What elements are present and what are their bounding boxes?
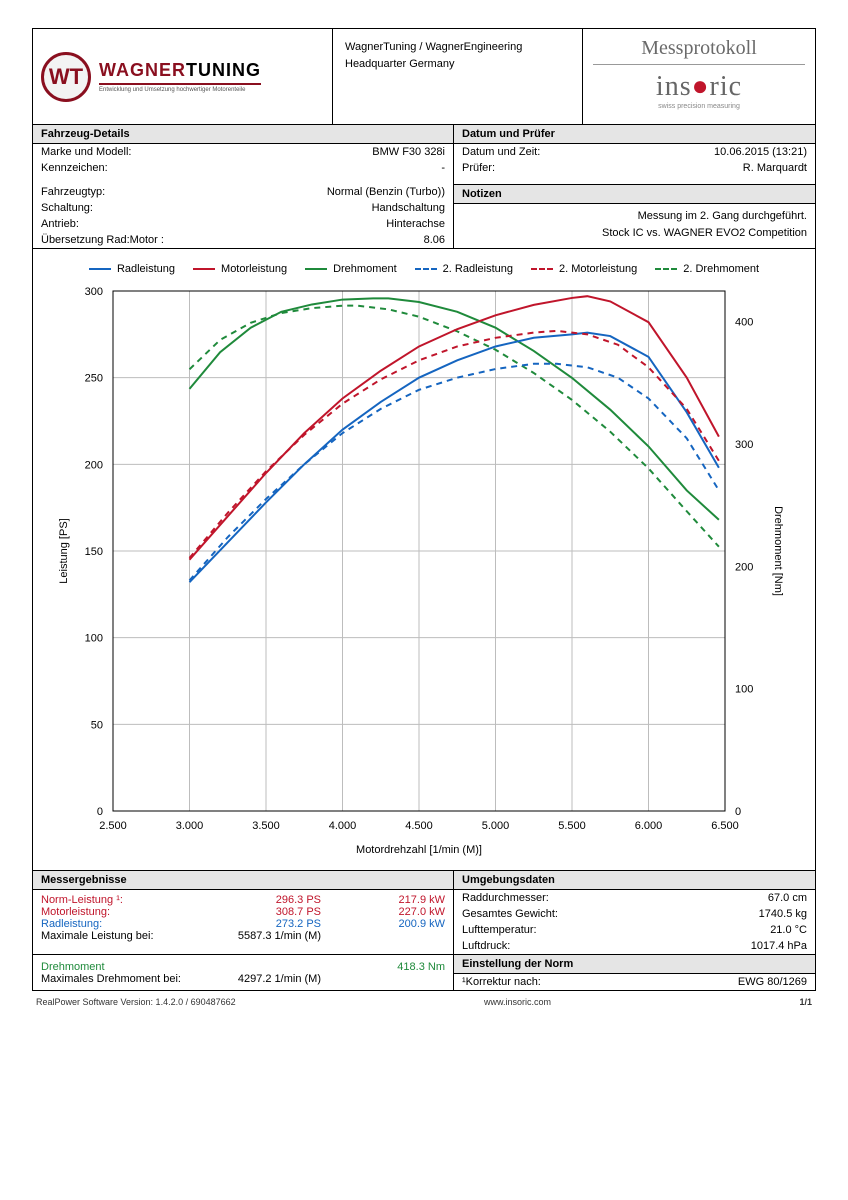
kv-row: Gesamtes Gewicht:1740.5 kg — [454, 906, 815, 922]
results-row-2: Drehmoment418.3 NmMaximales Drehmoment b… — [33, 955, 815, 990]
result-line: Maximale Leistung bei:5587.3 1/min (M) — [41, 930, 445, 942]
legend-item: Radleistung — [89, 263, 175, 275]
insoric-sub: swiss precision measuring — [593, 103, 805, 110]
kv-row: Fahrzeugtyp:Normal (Benzin (Turbo)) — [33, 184, 453, 200]
svg-text:400: 400 — [735, 317, 753, 329]
svg-text:250: 250 — [85, 373, 103, 385]
logo-text-2: TUNING — [186, 60, 261, 80]
svg-text:Motordrehzahl [1/min (M)]: Motordrehzahl [1/min (M)] — [356, 844, 482, 856]
legend-item: 2. Motorleistung — [531, 263, 637, 275]
fahrzeug-title: Fahrzeug-Details — [33, 125, 453, 144]
logo-subtitle: Entwicklung und Umsetzung hochwertiger M… — [99, 87, 261, 93]
kv-row: Schaltung:Handschaltung — [33, 200, 453, 216]
svg-text:300: 300 — [735, 439, 753, 451]
results-row: Messergebnisse Norm-Leistung ¹:296.3 PS2… — [33, 871, 815, 955]
notiz-1: Messung im 2. Gang durchgeführt. — [462, 208, 807, 225]
insoric-logo: ins●ric — [593, 71, 805, 103]
kv-row: Lufttemperatur:21.0 °C — [454, 922, 815, 938]
wagner-logo: WT WAGNERTUNING Entwicklung und Umsetzun… — [33, 29, 333, 124]
svg-text:50: 50 — [91, 719, 103, 731]
result-line: Maximales Drehmoment bei:4297.2 1/min (M… — [41, 973, 445, 985]
svg-text:Drehmoment [Nm]: Drehmoment [Nm] — [772, 506, 784, 596]
svg-text:200: 200 — [735, 561, 753, 573]
dyno-chart: 2.500 3.000 3.500 4.000 4.500 5.000 5.500 6.000… — [49, 281, 789, 861]
norm-row: ¹Korrektur nach: EWG 80/1269 — [454, 974, 815, 990]
notizen-title: Notizen — [454, 184, 815, 204]
legend-item: Drehmoment — [305, 263, 397, 275]
svg-text:2.500: 2.500 — [99, 820, 127, 832]
svg-text:150: 150 — [85, 546, 103, 558]
footer-right: 1/1 — [799, 997, 812, 1007]
footer-left: RealPower Software Version: 1.4.2.0 / 69… — [36, 997, 236, 1007]
logo-text-1: WAGNER — [99, 60, 186, 80]
notiz-2: Stock IC vs. WAGNER EVO2 Competition — [462, 225, 807, 242]
header-right: Messprotokoll ins●ric swiss precision me… — [583, 29, 815, 124]
svg-text:4.000: 4.000 — [329, 820, 357, 832]
fahrzeug-details: Fahrzeug-Details Marke und Modell:BMW F3… — [33, 125, 453, 249]
kv-row: Antrieb:Hinterachse — [33, 216, 453, 232]
svg-text:0: 0 — [735, 806, 741, 818]
legend-item: 2. Drehmoment — [655, 263, 759, 275]
company-line-1: WagnerTuning / WagnerEngineering — [345, 39, 570, 56]
result-line: Motorleistung:308.7 PS227.0 kW — [41, 906, 445, 918]
result-line: Drehmoment418.3 Nm — [41, 961, 445, 973]
svg-text:6.500: 6.500 — [711, 820, 739, 832]
messergebnisse-title: Messergebnisse — [33, 871, 453, 890]
legend-item: 2. Radleistung — [415, 263, 513, 275]
svg-text:6.000: 6.000 — [635, 820, 663, 832]
svg-text:3.500: 3.500 — [252, 820, 280, 832]
kv-row: Marke und Modell:BMW F30 328i — [33, 144, 453, 160]
svg-text:Leistung [PS]: Leistung [PS] — [58, 518, 70, 583]
messprotokoll-title: Messprotokoll — [593, 37, 805, 65]
kv-row: Raddurchmesser:67.0 cm — [454, 890, 815, 906]
chart-legend: Radleistung Motorleistung Drehmoment 2. Rad… — [49, 263, 799, 275]
footer-center: www.insoric.com — [484, 997, 551, 1007]
norm-title: Einstellung der Norm — [454, 955, 815, 974]
kv-row: Luftdruck:1017.4 hPa — [454, 938, 815, 954]
svg-text:100: 100 — [735, 684, 753, 696]
result-line: Radleistung:273.2 PS200.9 kW — [41, 918, 445, 930]
svg-text:200: 200 — [85, 459, 103, 471]
kv-row: Kennzeichen:- — [33, 160, 453, 176]
notizen-body: Messung im 2. Gang durchgeführt. Stock I… — [454, 204, 815, 245]
svg-text:5.500: 5.500 — [558, 820, 586, 832]
svg-text:100: 100 — [85, 633, 103, 645]
kv-row: Datum und Zeit:10.06.2015 (13:21) — [454, 144, 815, 160]
svg-text:4.500: 4.500 — [405, 820, 433, 832]
logo-circle-icon: WT — [41, 52, 91, 102]
svg-text:300: 300 — [85, 286, 103, 298]
norm-value: EWG 80/1269 — [738, 976, 807, 988]
header: WT WAGNERTUNING Entwicklung und Umsetzun… — [33, 29, 815, 125]
company-line-2: Headquarter Germany — [345, 56, 570, 73]
footer: RealPower Software Version: 1.4.2.0 / 69… — [32, 991, 816, 1007]
norm-key: ¹Korrektur nach: — [462, 976, 541, 988]
datum-pruefer: Datum und Prüfer Datum und Zeit:10.06.20… — [453, 125, 815, 249]
result-line: Norm-Leistung ¹:296.3 PS217.9 kW — [41, 894, 445, 906]
umgebungsdaten-title: Umgebungsdaten — [454, 871, 815, 890]
datum-title: Datum und Prüfer — [454, 125, 815, 144]
kv-row: Prüfer:R. Marquardt — [454, 160, 815, 176]
dyno-chart-section: Radleistung Motorleistung Drehmoment 2. Rad… — [33, 249, 815, 871]
legend-item: Motorleistung — [193, 263, 287, 275]
kv-row: Übersetzung Rad:Motor :8.06 — [33, 232, 453, 248]
svg-text:5.000: 5.000 — [482, 820, 510, 832]
svg-text:0: 0 — [97, 806, 103, 818]
header-center: WagnerTuning / WagnerEngineering Headqua… — [333, 29, 583, 124]
svg-text:3.000: 3.000 — [176, 820, 204, 832]
